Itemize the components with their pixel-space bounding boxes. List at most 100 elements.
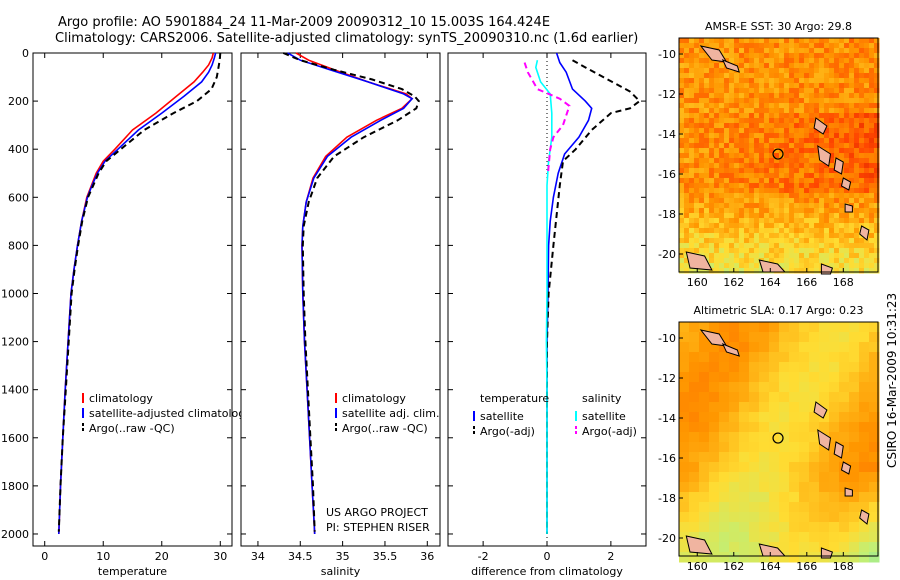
sla-cell [749, 382, 760, 393]
sst-cell [834, 128, 840, 134]
sst-cell [724, 58, 730, 64]
sla-cell [679, 452, 690, 463]
sst-cell [869, 228, 875, 234]
sst-cell [824, 168, 830, 174]
sla-cell [829, 532, 840, 543]
sst-cell [684, 198, 690, 204]
sst-cell [749, 98, 755, 104]
sla-cell [709, 462, 720, 473]
sla-cell [729, 332, 740, 343]
sst-cell [849, 198, 855, 204]
sst-cell [734, 138, 740, 144]
sla-cell [709, 422, 720, 433]
sst-cell [769, 238, 775, 244]
sst-cell [839, 238, 845, 244]
sst-cell [784, 263, 790, 269]
sst-cell [759, 53, 765, 59]
sst-cell [679, 123, 685, 129]
sla-island [844, 487, 853, 497]
sst-cell [714, 148, 720, 154]
sst-cell [814, 168, 820, 174]
sst-cell [694, 78, 700, 84]
sst-cell [719, 228, 725, 234]
sla-cell [869, 462, 880, 473]
sst-cell [749, 93, 755, 99]
sst-cell [814, 233, 820, 239]
sst-cell [769, 88, 775, 94]
sst-cell [729, 153, 735, 159]
sla-cell [759, 362, 770, 373]
sst-cell [709, 68, 715, 74]
sst-cell [869, 53, 875, 59]
sst-cell [689, 83, 695, 89]
sst-cell [769, 73, 775, 79]
sst-cell [829, 43, 835, 49]
sst-cell [839, 58, 845, 64]
sst-cell [704, 123, 710, 129]
sst-cell [864, 83, 870, 89]
sla-cell [839, 372, 850, 383]
salinity-panel: 34 34.5 35 35.5 36salinityclimatologysatelli… [240, 52, 441, 578]
sla-cell [779, 322, 790, 333]
sst-cell [779, 128, 785, 134]
sst-cell [834, 63, 840, 69]
sst-cell [749, 168, 755, 174]
sst-cell [744, 53, 750, 59]
sst-cell [849, 193, 855, 199]
sst-cell [749, 128, 755, 134]
sst-cell [729, 223, 735, 229]
sst-cell [734, 228, 740, 234]
sst-cell [784, 238, 790, 244]
sst-cell [769, 218, 775, 224]
sst-cell [789, 173, 795, 179]
sst-ytick-label: -14 [658, 128, 676, 141]
sla-cell [679, 542, 690, 553]
sla-cell [849, 322, 860, 333]
sst-xtick-label: 160 [687, 276, 708, 289]
sst-cell [719, 253, 725, 259]
sst-cell [694, 183, 700, 189]
sst-cell [834, 243, 840, 249]
sst-cell [754, 113, 760, 119]
sst-cell [759, 128, 765, 134]
sst-cell [764, 98, 770, 104]
sst-cell [679, 118, 685, 124]
sst-cell [849, 183, 855, 189]
sst-cell [829, 163, 835, 169]
sla-cell [689, 552, 700, 563]
sst-cell [744, 143, 750, 149]
sst-cell [739, 183, 745, 189]
sst-cell [799, 268, 805, 274]
sla-cell [699, 552, 710, 563]
temperature-ytick-label: 1000 [1, 287, 29, 300]
sla-cell [779, 362, 790, 373]
sst-cell [799, 203, 805, 209]
sst-cell [739, 48, 745, 54]
sst-cell [774, 148, 780, 154]
sla-cell [769, 382, 780, 393]
sst-cell [679, 268, 685, 274]
sst-cell [769, 133, 775, 139]
sst-cell [739, 208, 745, 214]
sst-cell [684, 188, 690, 194]
sla-cell [859, 352, 870, 363]
sla-cell [689, 402, 700, 413]
sst-cell [779, 153, 785, 159]
sst-cell [714, 178, 720, 184]
sst-cell [729, 168, 735, 174]
sla-cell [859, 382, 870, 393]
sst-cell [734, 233, 740, 239]
sst-cell [739, 228, 745, 234]
sla-cell [789, 542, 800, 553]
sst-cell [764, 53, 770, 59]
sst-cell [719, 133, 725, 139]
sst-cell [844, 188, 850, 194]
sst-cell [819, 173, 825, 179]
sla-cell [829, 372, 840, 383]
sst-cell [769, 128, 775, 134]
sst-cell [699, 193, 705, 199]
sst-cell [864, 193, 870, 199]
temperature-ytick-label: 400 [8, 143, 29, 156]
sst-cell [804, 208, 810, 214]
sst-cell [709, 263, 715, 269]
